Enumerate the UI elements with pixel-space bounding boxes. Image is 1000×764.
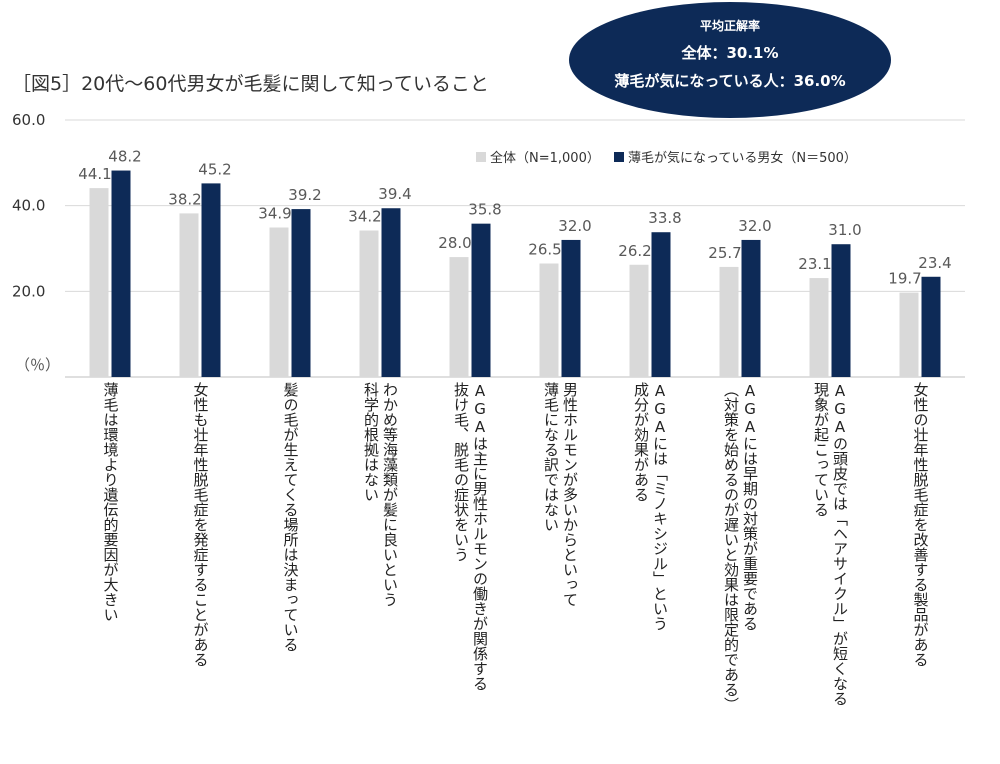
data-label: 39.2 <box>288 186 321 204</box>
bar-overall-7 <box>719 266 739 377</box>
x-tick-label: 薄毛は環境より遺伝的要因が大きい <box>101 382 120 622</box>
bar-thinning-2 <box>291 209 311 377</box>
data-label: 44.1 <box>78 165 111 183</box>
bar-overall-1 <box>179 213 199 377</box>
data-label: 34.9 <box>258 205 291 223</box>
callout-line-overall: 全体：30.1% <box>680 44 778 62</box>
x-tick-label: 女性も壮年性脱毛症を発症することがある <box>191 382 210 667</box>
bar-overall-8 <box>809 278 829 377</box>
data-label: 35.8 <box>468 201 501 219</box>
bar-thinning-0 <box>111 170 131 377</box>
bar-thinning-8 <box>831 244 851 377</box>
y-axis-unit: （％） <box>15 356 60 374</box>
bar-thinning-1 <box>201 183 221 377</box>
data-label: 26.2 <box>618 242 651 260</box>
legend-label: 薄毛が気になっている男女（N＝500） <box>628 150 857 166</box>
x-tick-label: AGAには「ミノキシジル」という 成分が効果がある <box>632 382 669 631</box>
y-tick-label: 60.0 <box>12 111 45 129</box>
bar-overall-9 <box>899 292 919 377</box>
bar-thinning-7 <box>741 239 761 377</box>
data-label: 32.0 <box>738 217 771 235</box>
data-label: 28.0 <box>438 234 471 252</box>
x-tick-label: AGAには早期の対策が重要である （対策を始めるのが遅いと効果は限定的である） <box>722 382 759 712</box>
data-label: 38.2 <box>168 190 201 208</box>
callout-bubble <box>569 2 891 118</box>
y-tick-label: 40.0 <box>12 197 45 215</box>
bar-overall-4 <box>449 257 469 377</box>
x-tick-label: 髪の毛が生えてくる場所は決まっている <box>281 382 300 652</box>
data-label: 45.2 <box>198 160 231 178</box>
bar-overall-3 <box>359 230 379 377</box>
bar-overall-2 <box>269 227 289 377</box>
data-label: 23.1 <box>798 255 831 273</box>
callout-heading: 平均正解率 <box>700 18 760 33</box>
data-label: 39.4 <box>378 185 411 203</box>
chart-title: ［図5］20代～60代男女が毛髪に関して知っていること <box>12 73 489 95</box>
legend-swatch <box>614 152 624 162</box>
legend-label: 全体（N=1,000） <box>490 150 600 166</box>
y-tick-label: 20.0 <box>12 282 45 300</box>
data-label: 26.5 <box>528 240 561 258</box>
x-tick-label: 男性ホルモンが多いからといって 薄毛になる訳ではない <box>542 382 579 607</box>
data-label: 33.8 <box>648 209 681 227</box>
bar-thinning-3 <box>381 208 401 377</box>
data-label: 31.0 <box>828 221 861 239</box>
bar-thinning-4 <box>471 223 491 377</box>
data-label: 25.7 <box>708 244 741 262</box>
data-label: 19.7 <box>888 270 921 288</box>
legend-swatch <box>476 152 486 162</box>
bar-thinning-5 <box>561 239 581 377</box>
x-tick-label: わかめ等海藻類が髪に良いという 科学的根拠はない <box>362 382 399 607</box>
data-label: 32.0 <box>558 217 591 235</box>
bar-overall-5 <box>539 263 559 377</box>
bar-overall-0 <box>89 188 109 377</box>
data-label: 34.2 <box>348 208 381 226</box>
data-label: 48.2 <box>108 148 141 166</box>
bar-thinning-9 <box>921 276 941 377</box>
callout-line-thinning: 薄毛が気になっている人：36.0% <box>614 72 845 90</box>
x-tick-label: AGAの頭皮では「ヘアサイクル」が短くなる 現象が起こっている <box>812 382 849 706</box>
data-label: 23.4 <box>918 254 951 272</box>
x-tick-label: 女性の壮年性脱毛症を改善する製品がある <box>911 382 930 667</box>
bar-thinning-6 <box>651 232 671 377</box>
bar-overall-6 <box>629 264 649 377</box>
x-tick-label: AGAは主に男性ホルモンの働きが関係する 抜け毛、脱毛の症状をいう <box>452 382 489 691</box>
